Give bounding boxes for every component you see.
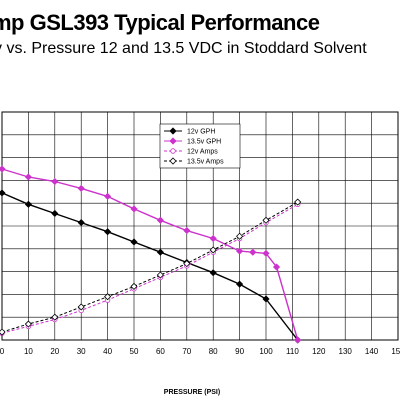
x-tick-label-7: 70 — [182, 347, 191, 356]
series-3-point-5 — [130, 282, 138, 290]
x-tick-label-8: 80 — [209, 347, 218, 356]
series-3-point-8 — [209, 246, 217, 254]
series-1-point-3 — [77, 184, 85, 192]
x-tick-label-1: 10 — [24, 347, 33, 356]
x-tick-label-10: 100 — [259, 347, 273, 356]
x-tick-label-11: 110 — [286, 347, 299, 356]
series-1-point-9 — [236, 247, 244, 255]
series-3-point-4 — [104, 293, 112, 301]
x-tick-label-13: 130 — [339, 347, 353, 356]
chart-legend: 12v GPH 13.5v GPH 12v Amps 13.5v Amps — [159, 123, 241, 169]
x-tick-label-5: 50 — [130, 347, 139, 356]
chart-subtitle: v vs. Pressure 12 and 13.5 VDC in Stodda… — [0, 40, 367, 57]
x-axis-label: PRESSURE (PSI) — [164, 389, 220, 396]
series-1-point-5 — [130, 205, 138, 213]
series-1 — [0, 165, 302, 344]
series-1-point-4 — [104, 192, 112, 200]
series-3-point-10 — [262, 216, 270, 224]
series-1-point-0 — [0, 165, 6, 173]
series-3-point-6 — [156, 271, 164, 279]
x-tick-label-9: 90 — [235, 347, 244, 356]
x-tick-label-0: 0 — [0, 347, 5, 356]
series-line-3 — [1, 201, 298, 333]
series-1-point-6 — [156, 216, 164, 224]
series-3-point-1 — [24, 320, 32, 328]
series-3-point-0 — [0, 328, 6, 336]
x-tick-label-12: 120 — [312, 347, 326, 356]
series-0-point-1 — [24, 200, 32, 208]
series-1-point-11 — [262, 249, 270, 257]
series-0-point-8 — [209, 269, 217, 277]
series-1-point-13 — [294, 336, 302, 344]
series-0-point-10 — [262, 295, 270, 303]
legend-entry-2: 12v Amps — [187, 149, 218, 156]
series-3-point-2 — [51, 313, 59, 321]
series-3-point-9 — [236, 232, 244, 240]
x-tick-label-3: 30 — [77, 347, 86, 356]
series-1-point-8 — [209, 234, 217, 243]
series-line-0 — [1, 192, 299, 341]
series-line-2 — [1, 203, 298, 334]
x-tick-label-15: 150 — [391, 347, 400, 356]
x-axis-ticks: 0 10 20 30 40 50 60 70 80 90 100 110 120 130 140 150 — [0, 347, 400, 356]
legend-entry-0: 12v GPH — [187, 129, 215, 136]
series-3 — [0, 198, 302, 336]
series-3-point-11 — [294, 198, 302, 206]
x-tick-label-6: 60 — [156, 347, 165, 356]
series-1-point-7 — [183, 226, 191, 235]
x-tick-label-14: 140 — [365, 347, 379, 356]
legend-marker-3 — [169, 157, 177, 165]
series-0-point-3 — [77, 219, 85, 227]
series-0-point-2 — [51, 209, 59, 218]
legend-marker-0 — [169, 127, 177, 135]
chart-series — [0, 165, 302, 344]
series-0 — [0, 189, 302, 344]
series-1-point-12 — [272, 263, 281, 271]
series-1-point-10 — [249, 248, 257, 256]
legend-entry-1: 13.5v GPH — [187, 139, 221, 146]
legend-marker-2 — [170, 148, 176, 154]
series-0-point-6 — [156, 248, 164, 256]
series-0-point-9 — [236, 280, 244, 288]
series-3-point-3 — [77, 303, 85, 311]
legend-marker-1 — [169, 137, 177, 145]
series-1-point-1 — [24, 173, 32, 181]
series-0-point-5 — [130, 238, 138, 246]
series-0-point-0 — [0, 189, 6, 197]
series-3-point-7 — [183, 260, 191, 268]
legend-entry-3: 13.5v Amps — [187, 159, 224, 166]
x-tick-label-2: 20 — [50, 347, 59, 356]
series-1-point-2 — [51, 177, 59, 186]
series-0-point-4 — [104, 228, 112, 236]
x-tick-label-4: 40 — [103, 347, 112, 356]
chart-title: mp GSL393 Typical Performance — [0, 10, 320, 35]
